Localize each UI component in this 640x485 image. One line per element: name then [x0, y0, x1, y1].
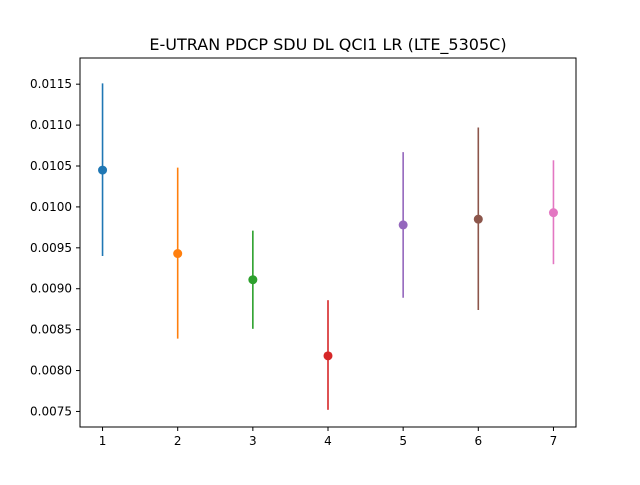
data-point	[473, 214, 483, 224]
y-tick-label: 0.0080	[30, 364, 72, 378]
chart-title: E-UTRAN PDCP SDU DL QCI1 LR (LTE_5305C)	[149, 35, 506, 55]
y-tick-label: 0.0105	[30, 159, 72, 173]
y-tick-label: 0.0090	[30, 282, 72, 296]
data-point	[173, 249, 183, 259]
ticks-layer: 1 2 3 4 5 6 7 0.0075 0.0080 0.0085 0.0090 0.0095 0.0…	[30, 77, 557, 448]
data-point	[398, 220, 408, 230]
x-tick-label: 7	[550, 434, 558, 448]
y-tick-label: 0.0075	[30, 404, 72, 418]
y-tick-label: 0.0100	[30, 200, 72, 214]
y-tick-label: 0.0095	[30, 241, 72, 255]
marks-layer	[98, 83, 558, 410]
x-tick-label: 4	[324, 434, 332, 448]
x-tick-label: 2	[174, 434, 182, 448]
data-point	[548, 208, 558, 218]
y-tick-label: 0.0115	[30, 77, 72, 91]
y-tick-label: 0.0085	[30, 323, 72, 337]
x-tick-label: 6	[474, 434, 482, 448]
data-point	[98, 165, 108, 175]
x-tick-label: 5	[399, 434, 407, 448]
x-tick-label: 3	[249, 434, 257, 448]
data-point	[248, 275, 258, 285]
y-tick-label: 0.0110	[30, 118, 72, 132]
plot-area-frame	[79, 57, 577, 428]
data-point	[323, 351, 333, 361]
x-tick-label: 1	[99, 434, 107, 448]
